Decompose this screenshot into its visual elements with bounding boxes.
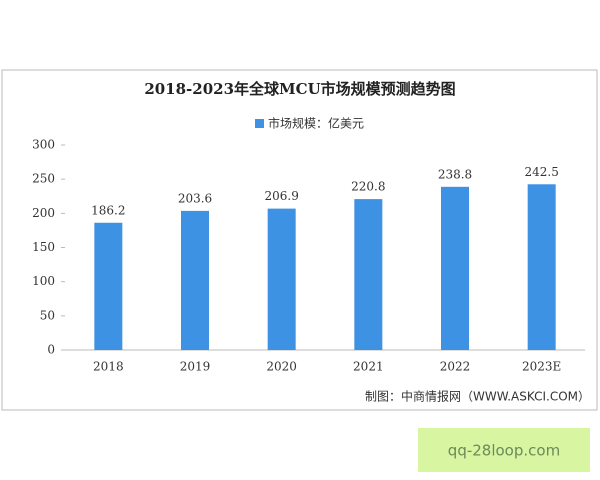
value-label: 242.5 <box>524 165 558 179</box>
legend-swatch <box>255 119 264 128</box>
badge-text: qq-28loop.com <box>448 442 560 460</box>
x-tick-label: 2023E <box>522 360 561 374</box>
x-tick-label: 2019 <box>180 360 211 374</box>
bar <box>441 186 469 350</box>
y-tick-label: 250 <box>32 172 55 186</box>
chart-title: 2018-2023年全球MCU市场规模预测趋势图 <box>144 80 455 98</box>
value-label: 203.6 <box>178 191 212 205</box>
bar <box>527 184 556 350</box>
value-label: 238.8 <box>438 167 472 181</box>
source-note: 制图：中商情报网（WWW.ASKCI.COM） <box>365 389 590 404</box>
y-tick-label: 50 <box>40 308 55 322</box>
value-label: 186.2 <box>91 203 125 217</box>
value-label: 206.9 <box>264 189 298 203</box>
y-tick-label: 300 <box>32 138 55 152</box>
x-tick-label: 2022 <box>440 360 471 374</box>
badge-box <box>418 428 590 472</box>
bar <box>94 222 123 350</box>
y-tick-label: 100 <box>32 274 55 288</box>
bar <box>354 199 383 350</box>
x-tick-label: 2020 <box>266 360 297 374</box>
x-tick-label: 2018 <box>93 360 124 374</box>
value-label: 220.8 <box>351 180 385 194</box>
legend-label: 市场规模：亿美元 <box>268 116 364 131</box>
y-tick-label: 0 <box>47 343 55 357</box>
bar <box>267 208 296 350</box>
y-tick-label: 200 <box>32 206 55 220</box>
x-tick-label: 2021 <box>353 360 384 374</box>
y-tick-label: 150 <box>32 240 55 254</box>
bar <box>181 210 209 350</box>
